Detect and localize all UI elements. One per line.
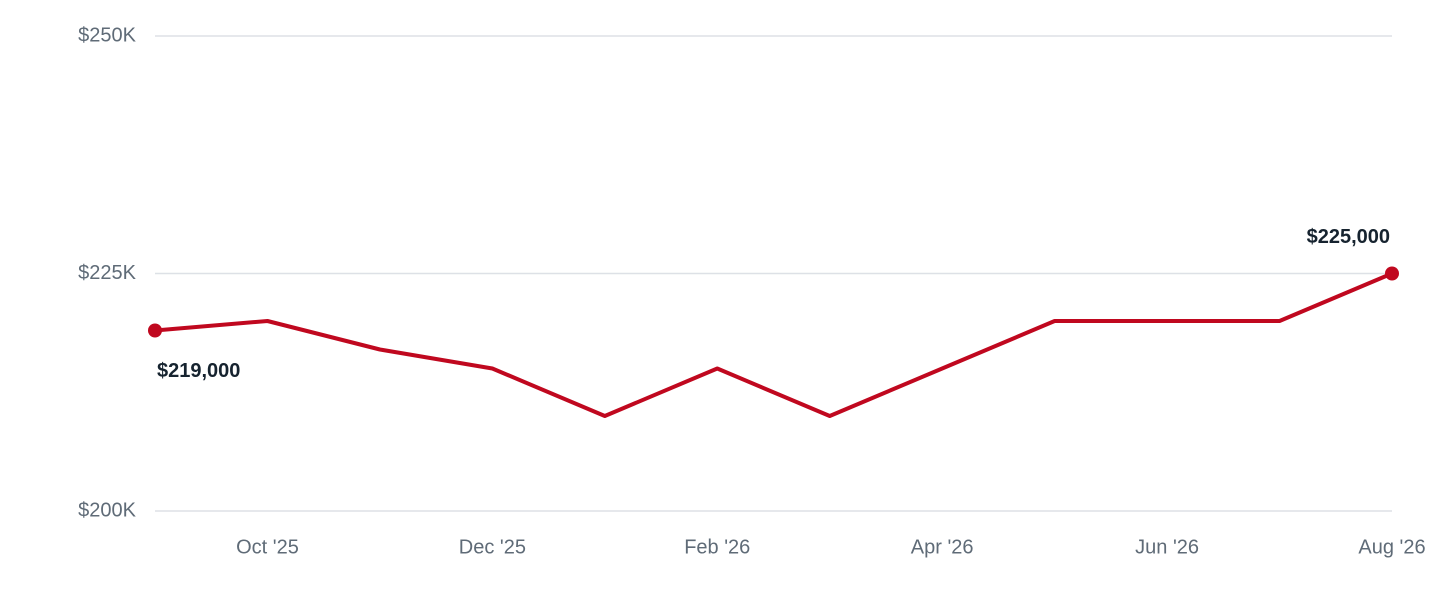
x-tick-label: Aug '26 bbox=[1358, 536, 1425, 558]
x-tick-label: Apr '26 bbox=[911, 536, 974, 558]
x-tick-label: Dec '25 bbox=[459, 536, 526, 558]
value-label: $225,000 bbox=[1307, 226, 1390, 248]
value-label: $219,000 bbox=[157, 360, 240, 382]
x-tick-label: Oct '25 bbox=[236, 536, 299, 558]
x-tick-label: Feb '26 bbox=[684, 536, 750, 558]
x-tick-label: Jun '26 bbox=[1135, 536, 1199, 558]
end-point bbox=[1385, 266, 1399, 281]
y-tick-label: $200K bbox=[78, 499, 136, 521]
y-tick-label: $250K bbox=[78, 24, 136, 46]
line bbox=[154, 271, 1393, 418]
y-tick-label: $225K bbox=[78, 262, 136, 284]
end-point bbox=[148, 323, 162, 338]
